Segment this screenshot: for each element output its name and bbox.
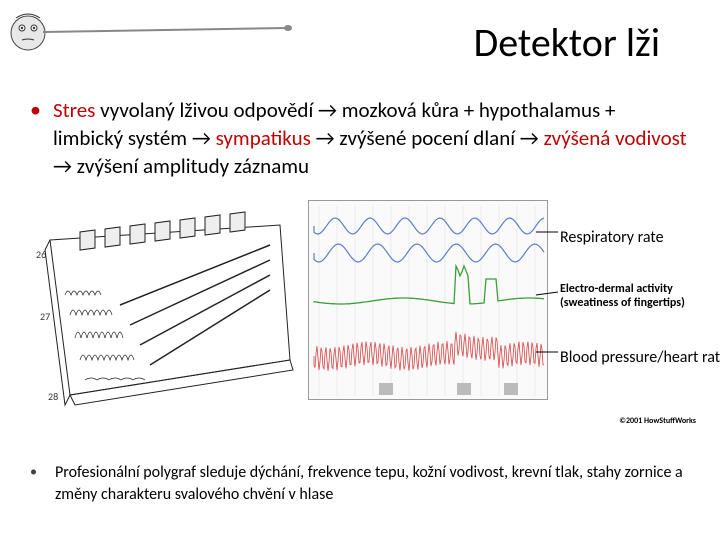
label-bp: Blood pressure/heart rate bbox=[560, 348, 720, 367]
bullet-marker: • bbox=[30, 96, 41, 124]
chart-box bbox=[308, 200, 548, 400]
svg-text:27: 27 bbox=[40, 310, 50, 323]
chart-copyright: ©2001 HowStuffWorks bbox=[619, 416, 696, 426]
images-row: 26 27 28 Respiratory rate Electro-dermal… bbox=[30, 200, 700, 430]
polygraph-chart: Respiratory rate Electro-dermal activity… bbox=[308, 200, 700, 410]
main-bullet-text: Stres vyvolaný lživou odpovědí → mozková… bbox=[53, 96, 690, 180]
footer-text: Profesionální polygraf sleduje dýchání, … bbox=[55, 462, 690, 506]
main-bullet: • Stres vyvolaný lživou odpovědí → mozko… bbox=[30, 96, 690, 180]
bullet-marker-small: • bbox=[30, 462, 37, 482]
svg-text:26: 26 bbox=[36, 248, 46, 261]
label-respiratory: Respiratory rate bbox=[560, 228, 664, 247]
logo-pinocchio bbox=[8, 8, 298, 58]
slide-title: Detektor lži bbox=[474, 18, 660, 67]
label-eda: Electro-dermal activity(sweatiness of fi… bbox=[560, 282, 685, 311]
footer-bullet: • Profesionální polygraf sleduje dýchání… bbox=[30, 462, 690, 506]
polygraph-device-illustration: 26 27 28 bbox=[30, 200, 300, 410]
svg-text:28: 28 bbox=[48, 390, 58, 403]
